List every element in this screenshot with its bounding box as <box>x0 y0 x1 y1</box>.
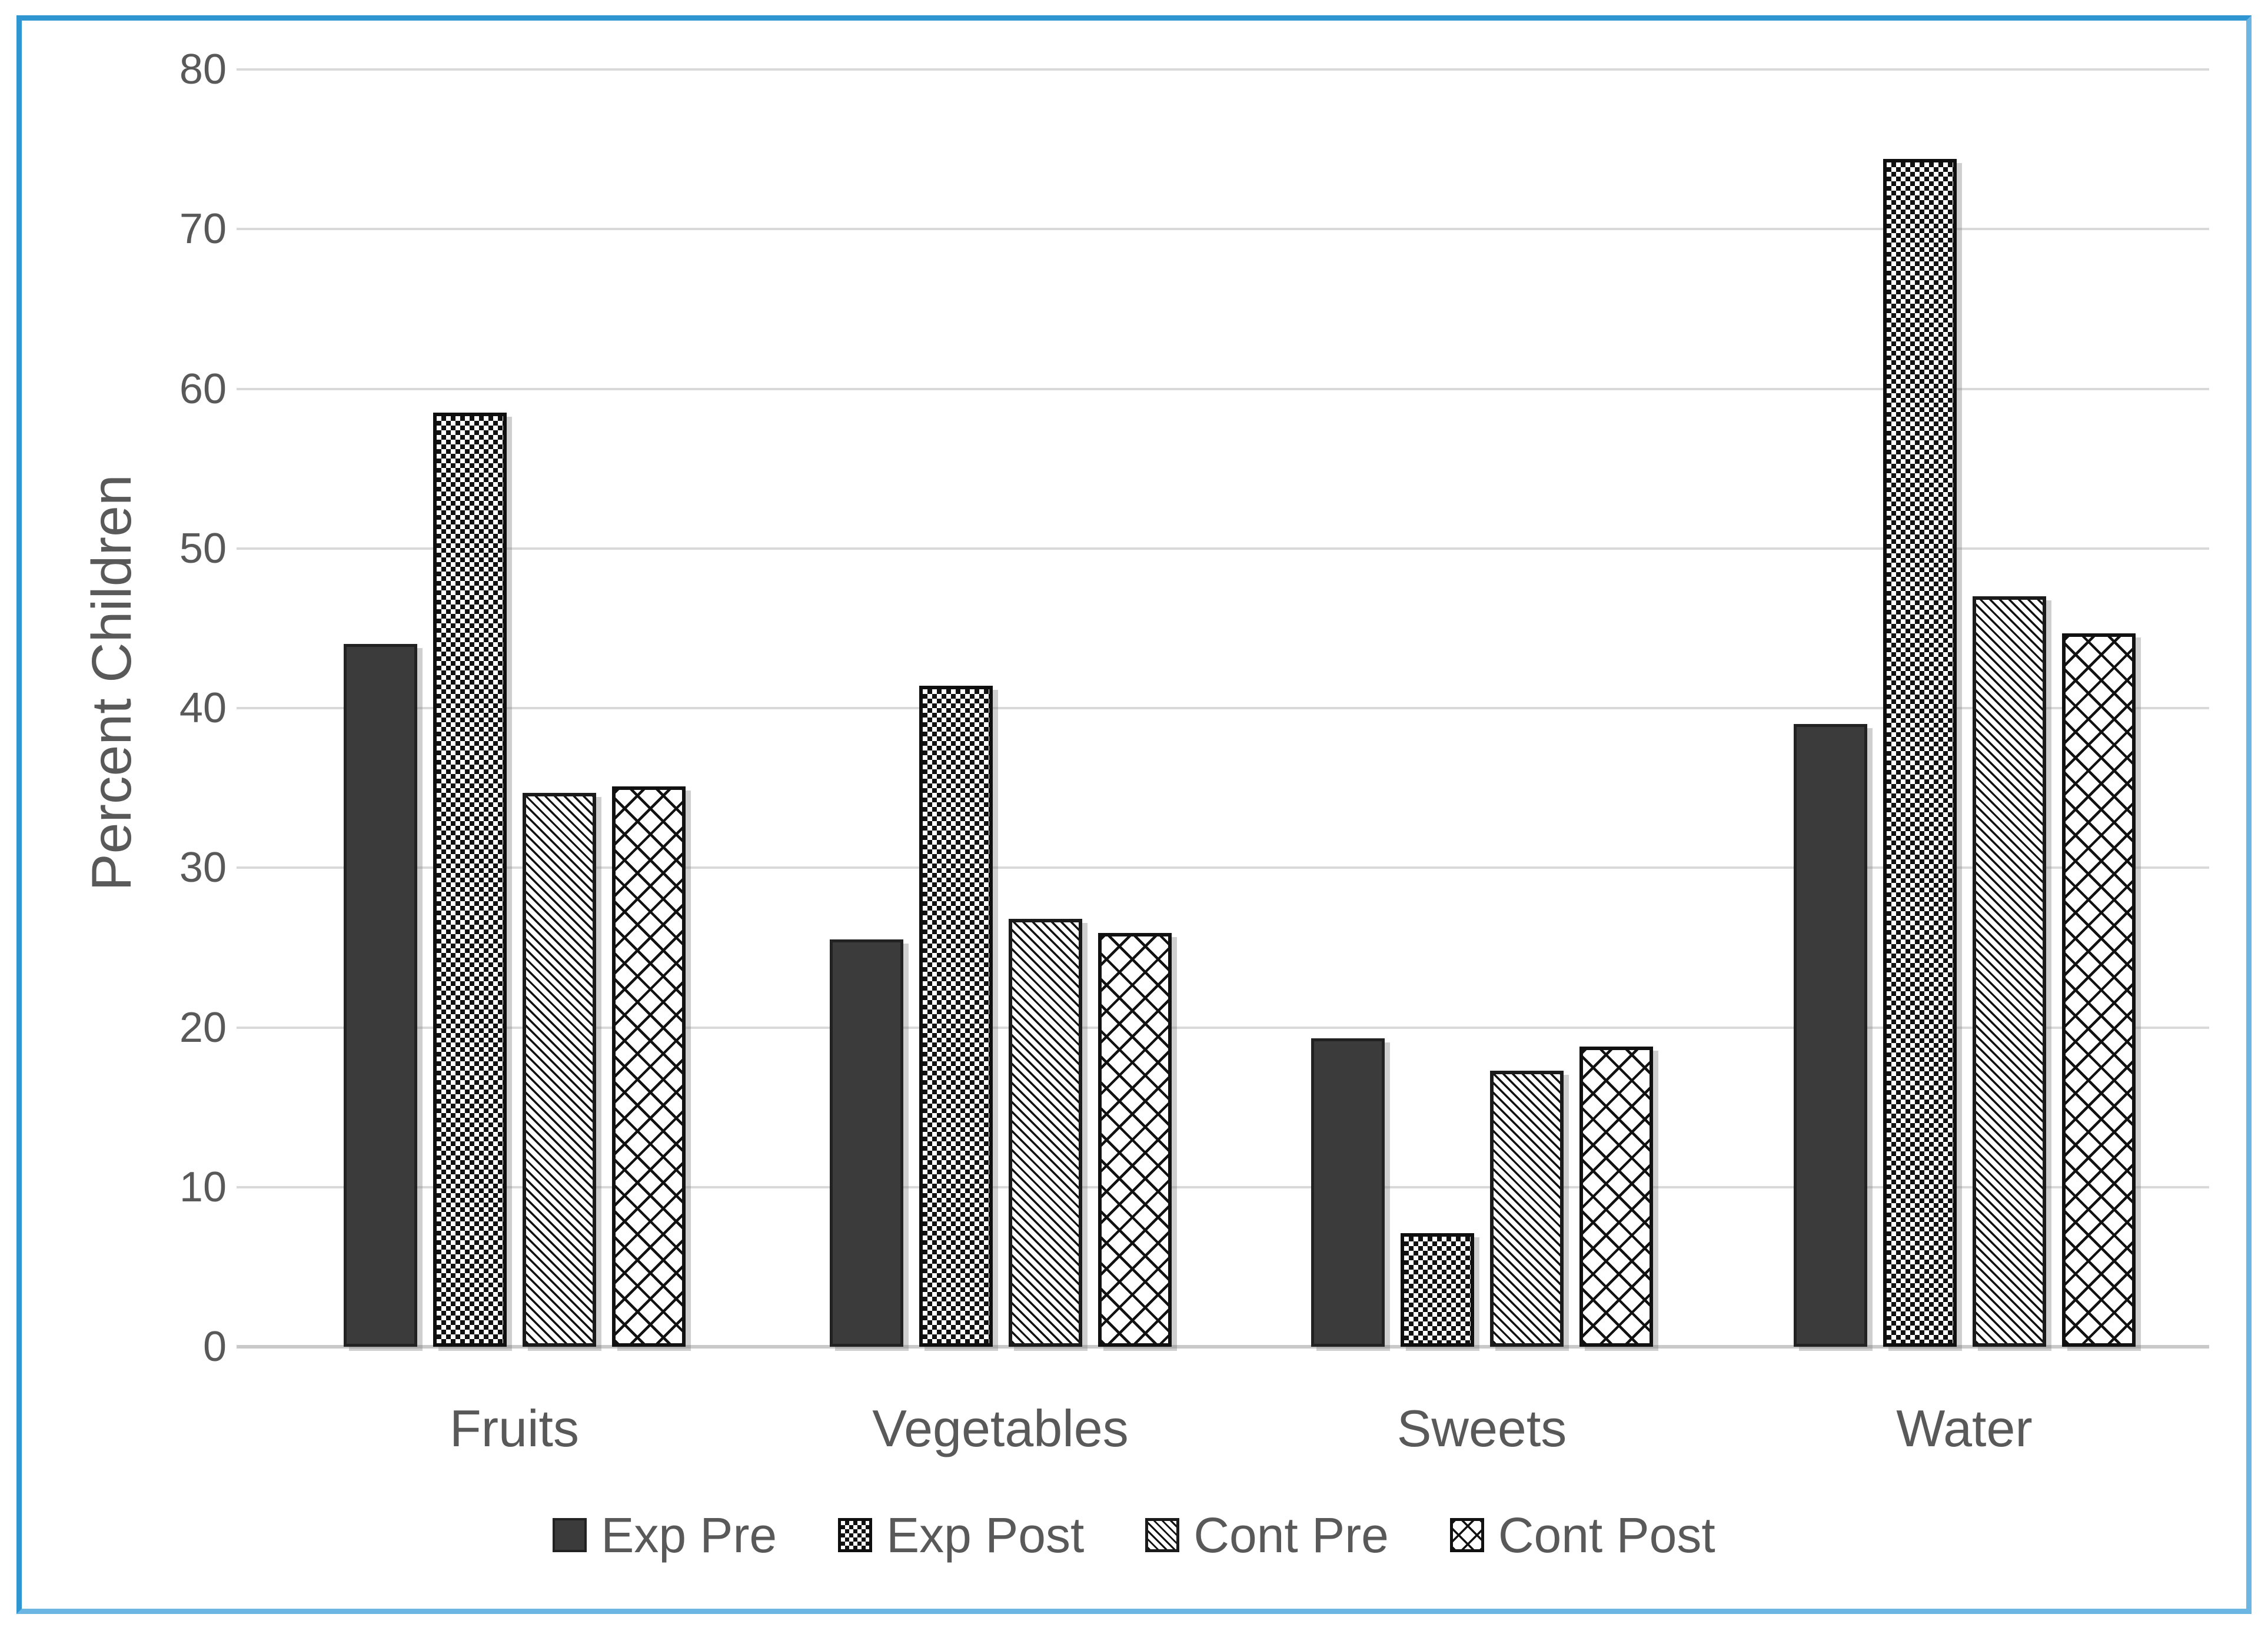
solid-swatch-icon <box>553 1518 587 1552</box>
legend-item-exp-pre: Exp Pre <box>553 1507 777 1564</box>
legend-label: Exp Pre <box>601 1507 777 1563</box>
gridline-80 <box>237 68 2209 71</box>
legend: Exp Pre Exp Post Cont Pre Cont Post <box>0 1500 2268 1570</box>
x-category-label-water: Water <box>1896 1399 2033 1457</box>
bar-exp-post-water <box>1883 159 1957 1347</box>
y-tick-label-0: 0 <box>202 1323 227 1370</box>
checkerboard-swatch-icon <box>838 1518 873 1552</box>
gridline-30 <box>237 866 2209 869</box>
bar-exp-pre-fruits <box>344 644 417 1347</box>
y-tick-label-50: 50 <box>179 524 227 572</box>
bar-exp-pre-vegetables <box>830 939 903 1347</box>
y-tick-label-20: 20 <box>179 1004 227 1051</box>
gridline-20 <box>237 1026 2209 1029</box>
y-tick-label-40: 40 <box>179 685 227 732</box>
x-category-label-sweets: Sweets <box>1396 1399 1567 1457</box>
gridline-0 <box>237 1345 2209 1349</box>
y-tick-label-80: 80 <box>179 46 227 93</box>
bar-exp-post-vegetables <box>919 686 993 1347</box>
legend-label: Exp Post <box>886 1507 1085 1563</box>
y-tick-label-60: 60 <box>179 365 227 413</box>
y-tick-label-30: 30 <box>179 844 227 892</box>
y-tick-label-70: 70 <box>179 205 227 253</box>
gridline-60 <box>237 387 2209 390</box>
legend-item-exp-post: Exp Post <box>838 1507 1084 1564</box>
bar-cont-post-vegetables <box>1098 933 1172 1347</box>
legend-label: Cont Pre <box>1193 1507 1389 1563</box>
diagonal-stripes-swatch-icon <box>1145 1518 1180 1552</box>
bar-exp-post-fruits <box>433 413 507 1347</box>
diamond-grid-swatch-icon <box>1449 1518 1484 1552</box>
bar-cont-post-sweets <box>1579 1047 1653 1347</box>
bar-cont-pre-fruits <box>523 793 596 1347</box>
bar-cont-post-water <box>2062 633 2136 1347</box>
bar-cont-pre-water <box>1973 596 2046 1347</box>
legend-item-cont-pre: Cont Pre <box>1145 1507 1389 1564</box>
bar-cont-pre-sweets <box>1490 1071 1564 1347</box>
x-category-label-vegetables: Vegetables <box>872 1399 1129 1457</box>
bar-cont-pre-vegetables <box>1009 919 1082 1347</box>
gridline-70 <box>237 228 2209 231</box>
legend-label: Cont Post <box>1498 1507 1715 1563</box>
bar-exp-pre-water <box>1794 724 1867 1347</box>
gridline-50 <box>237 547 2209 550</box>
bar-exp-post-sweets <box>1401 1233 1474 1347</box>
bar-exp-pre-sweets <box>1311 1038 1385 1347</box>
y-tick-label-10: 10 <box>179 1163 227 1211</box>
x-category-label-fruits: Fruits <box>450 1399 579 1457</box>
gridline-40 <box>237 707 2209 709</box>
gridline-10 <box>237 1185 2209 1188</box>
y-axis-title: Percent Children <box>81 474 143 891</box>
bar-cont-post-fruits <box>612 786 686 1347</box>
legend-item-cont-post: Cont Post <box>1449 1507 1715 1564</box>
